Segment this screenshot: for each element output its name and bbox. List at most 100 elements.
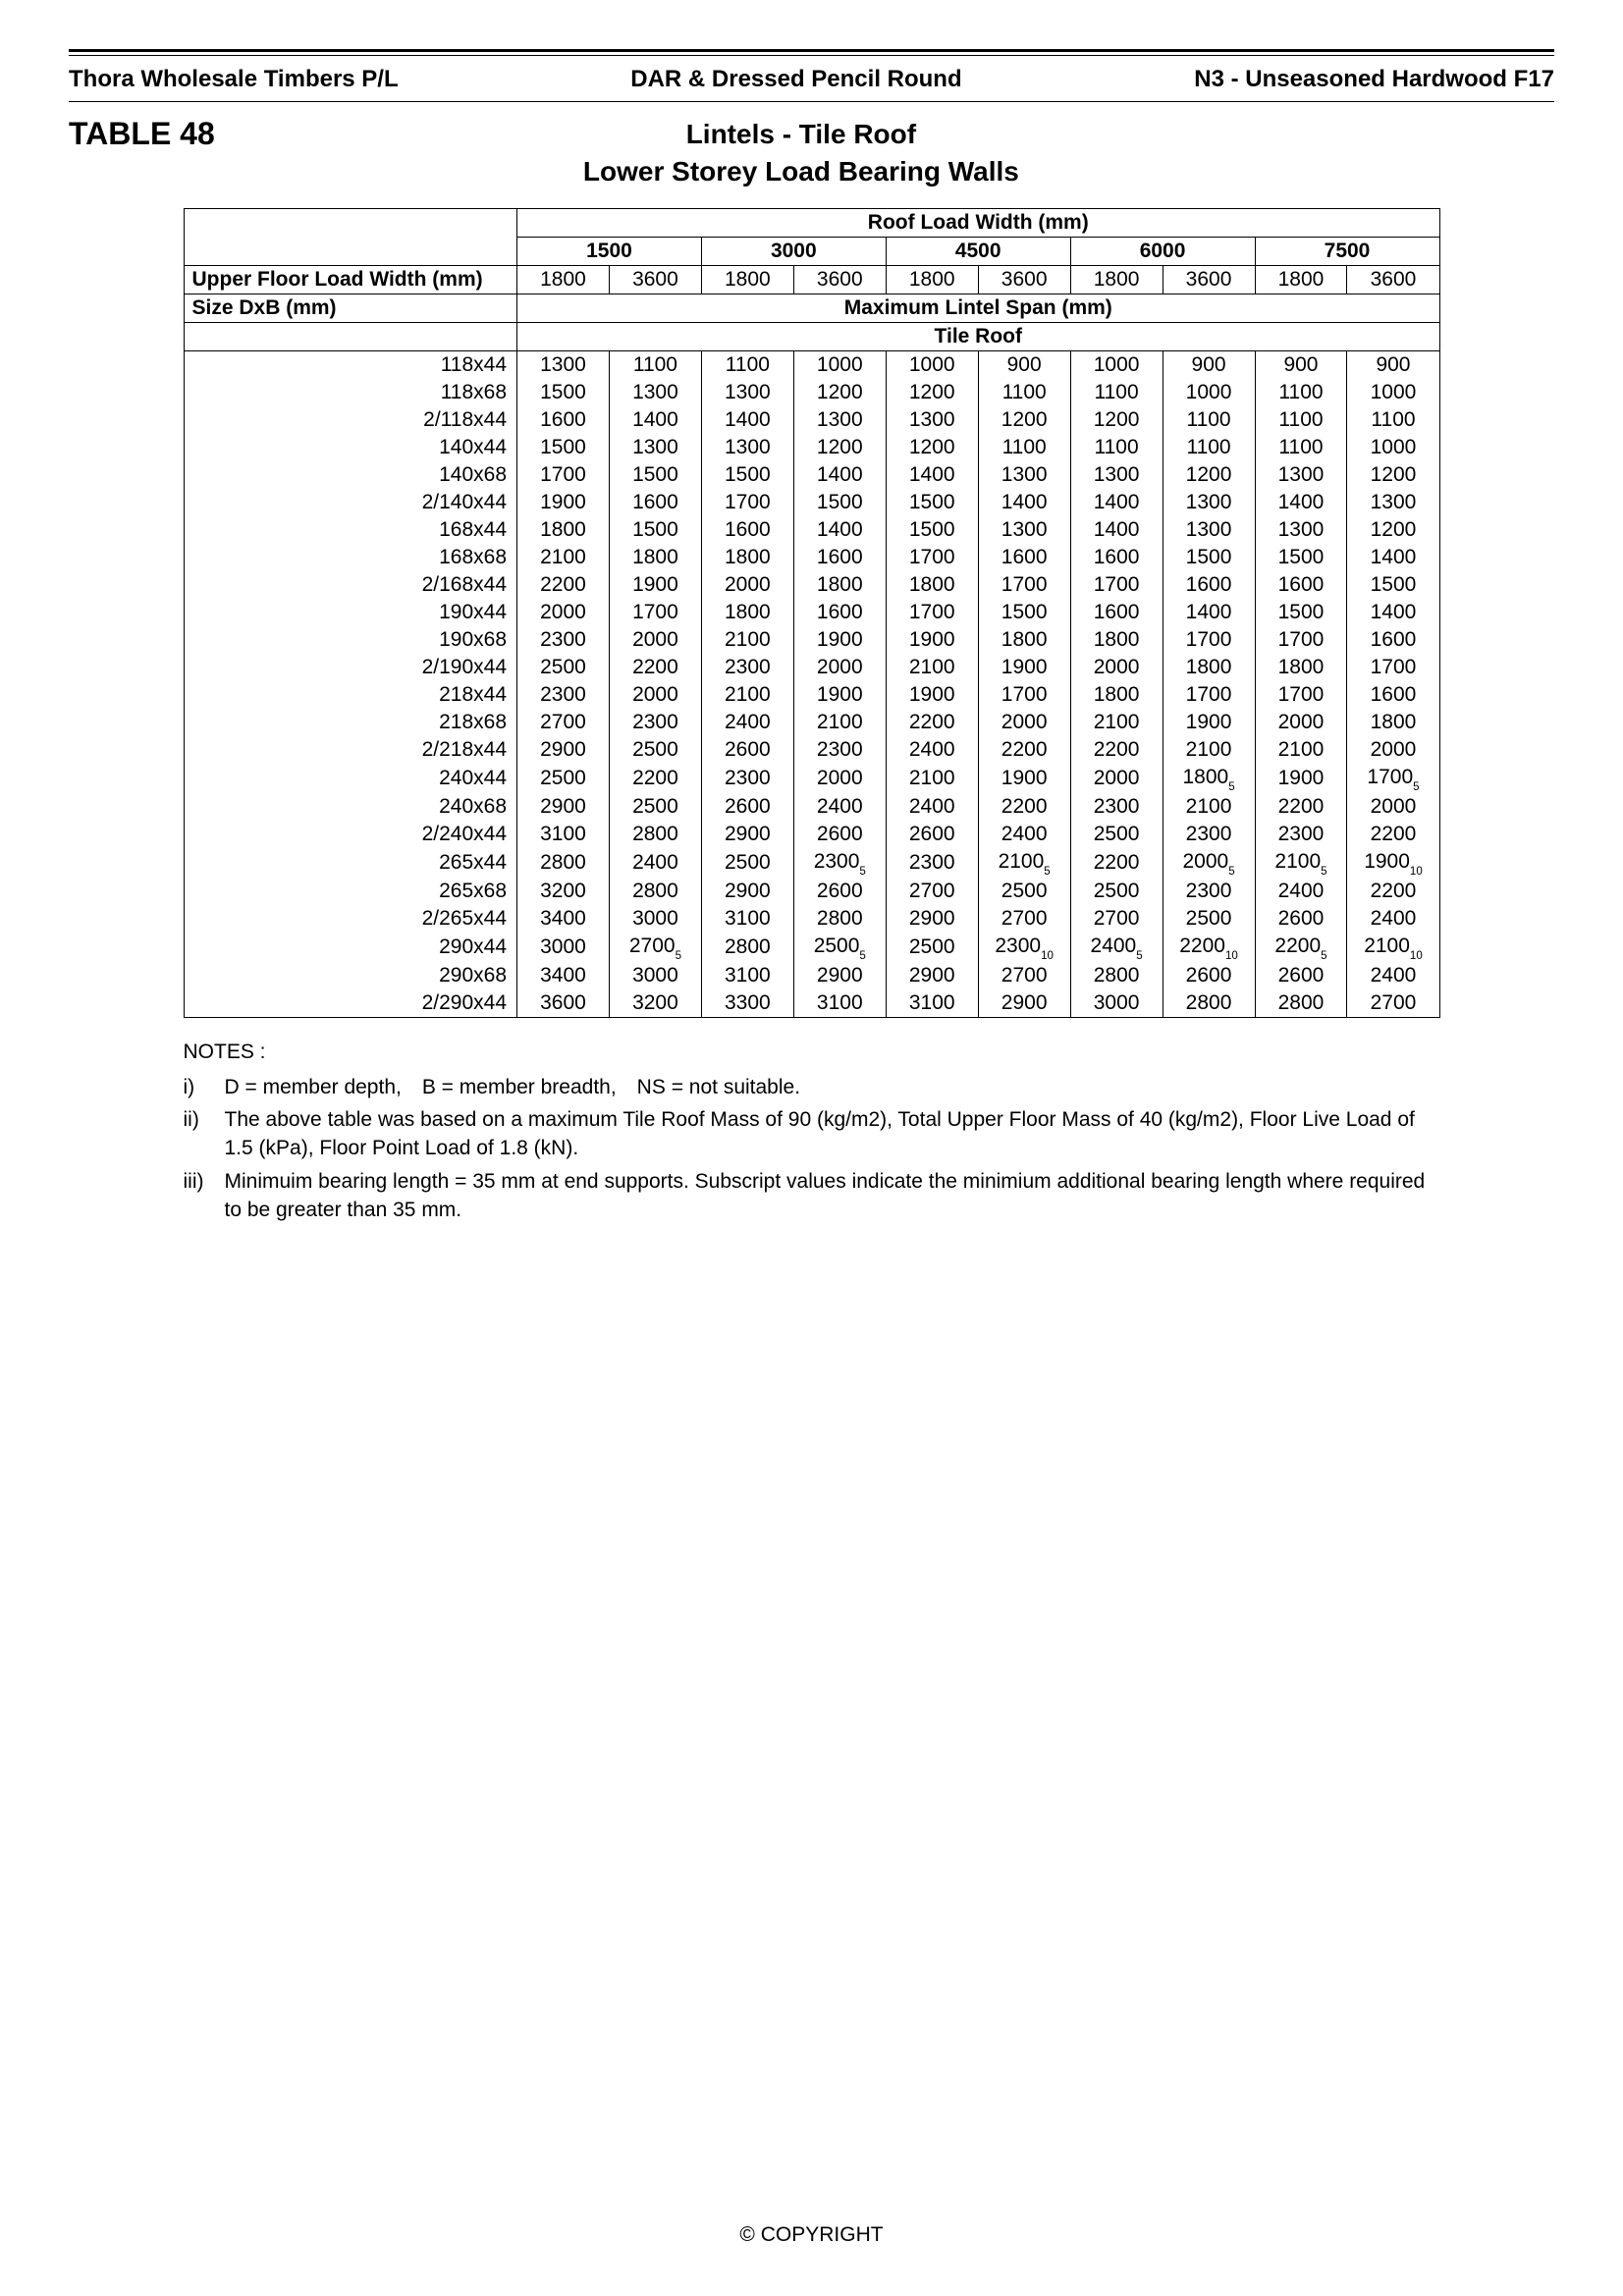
max-lintel-span-header: Maximum Lintel Span (mm): [517, 294, 1439, 322]
table-row: 240x682900250026002400240022002300210022…: [184, 793, 1439, 821]
data-cell: 2200: [1347, 821, 1439, 848]
data-cell: 2300: [886, 848, 978, 878]
size-cell: 2/240x44: [184, 821, 517, 848]
header-rule: [69, 101, 1554, 102]
table-row: 2/118x4416001400140013001300120012001100…: [184, 406, 1439, 434]
upper-floor-load-width-value: 1800: [1255, 265, 1347, 294]
roof-load-width-value: 6000: [1070, 237, 1255, 265]
size-cell: 240x68: [184, 793, 517, 821]
data-cell: 2100: [1255, 736, 1347, 764]
data-cell: 2000: [1070, 654, 1163, 681]
data-cell: 1400: [1070, 489, 1163, 516]
data-cell: 1700: [701, 489, 793, 516]
blank2: [184, 322, 517, 350]
data-cell: 190010: [1347, 848, 1439, 878]
header-right: N3 - Unseasoned Hardwood F17: [1194, 66, 1554, 93]
data-cell: 2400: [701, 709, 793, 736]
data-cell: 1500: [609, 461, 701, 489]
header-left: Thora Wholesale Timbers P/L: [69, 66, 399, 93]
data-cell: 1600: [1070, 599, 1163, 626]
data-cell: 2800: [793, 905, 886, 933]
table-row: 118x441300110011001000100090010009009009…: [184, 350, 1439, 379]
data-cell: 2500: [1163, 905, 1255, 933]
title-center: Lintels - Tile Roof Lower Storey Load Be…: [215, 116, 1387, 190]
data-cell: 2400: [1347, 962, 1439, 989]
data-cell: 1100: [701, 350, 793, 379]
data-cell: 3100: [517, 821, 610, 848]
table-row: 190x682300200021001900190018001800170017…: [184, 626, 1439, 654]
data-cell: 1100: [1255, 406, 1347, 434]
data-cell: 2700: [886, 878, 978, 905]
table-row: 190x442000170018001600170015001600140015…: [184, 599, 1439, 626]
data-cell: 1300: [1255, 516, 1347, 544]
roof-load-width-value: 3000: [701, 237, 886, 265]
data-cell: 1200: [793, 434, 886, 461]
data-cell: 1900: [793, 681, 886, 709]
top-rule: [69, 49, 1554, 56]
data-cell: 1900: [978, 654, 1070, 681]
tile-roof-header: Tile Roof: [517, 322, 1439, 350]
data-cell: 1700: [1070, 571, 1163, 599]
data-cell: 3000: [609, 962, 701, 989]
size-cell: 118x44: [184, 350, 517, 379]
data-cell: 900: [978, 350, 1070, 379]
data-cell: 1200: [1347, 461, 1439, 489]
data-cell: 2500: [609, 736, 701, 764]
data-cell: 2300: [1163, 821, 1255, 848]
data-cell: 2600: [1255, 905, 1347, 933]
data-cell: 2800: [609, 821, 701, 848]
upper-floor-load-width-value: 1800: [701, 265, 793, 294]
data-cell: 1700: [978, 681, 1070, 709]
data-cell: 1800: [609, 544, 701, 571]
note-text: Minimuim bearing length = 35 mm at end s…: [225, 1167, 1440, 1225]
data-cell: 1200: [793, 379, 886, 406]
roof-load-width-value: 4500: [886, 237, 1070, 265]
data-cell: 2900: [517, 736, 610, 764]
data-cell: 2500: [517, 654, 610, 681]
data-cell: 1600: [701, 516, 793, 544]
data-cell: 1400: [609, 406, 701, 434]
table-number: TABLE 48: [69, 116, 215, 152]
size-cell: 168x44: [184, 516, 517, 544]
data-cell: 1000: [1347, 434, 1439, 461]
data-cell: 1500: [793, 489, 886, 516]
size-cell: 240x44: [184, 764, 517, 793]
size-cell: 290x44: [184, 933, 517, 962]
data-cell: 1700: [1255, 681, 1347, 709]
upper-floor-load-width-value: 1800: [886, 265, 978, 294]
data-cell: 2500: [978, 878, 1070, 905]
note-number: i): [184, 1073, 225, 1101]
data-cell: 1900: [1163, 709, 1255, 736]
data-cell: 2400: [793, 793, 886, 821]
data-cell: 1000: [793, 350, 886, 379]
table-body: 118x441300110011001000100090010009009009…: [184, 350, 1439, 1018]
data-cell: 1500: [517, 434, 610, 461]
data-cell: 1500: [978, 599, 1070, 626]
data-cell: 2200: [517, 571, 610, 599]
data-cell: 2700: [1070, 905, 1163, 933]
table-row: 240x442500220023002000210019002000180051…: [184, 764, 1439, 793]
data-cell: 2000: [1347, 793, 1439, 821]
data-cell: 2900: [793, 962, 886, 989]
table-head: Roof Load Width (mm) 1500300045006000750…: [184, 208, 1439, 350]
data-cell: 2300: [517, 681, 610, 709]
upper-floor-load-width-value: 1800: [517, 265, 610, 294]
blank-corner: [184, 208, 517, 237]
data-cell: 2400: [1255, 878, 1347, 905]
data-cell: 1300: [609, 379, 701, 406]
data-cell: 2700: [978, 962, 1070, 989]
size-cell: 2/190x44: [184, 654, 517, 681]
table-row: 2/290x4436003200330031003100290030002800…: [184, 989, 1439, 1018]
data-cell: 1400: [886, 461, 978, 489]
table-row: 265x442800240025002300523002100522002000…: [184, 848, 1439, 878]
data-cell: 2000: [1255, 709, 1347, 736]
upper-floor-load-width-value: 3600: [1163, 265, 1255, 294]
data-cell: 1800: [701, 599, 793, 626]
data-cell: 1300: [1070, 461, 1163, 489]
note-text: The above table was based on a maximum T…: [225, 1105, 1440, 1163]
data-cell: 1300: [1163, 516, 1255, 544]
data-cell: 18005: [1163, 764, 1255, 793]
data-cell: 2400: [978, 821, 1070, 848]
data-cell: 2200: [1347, 878, 1439, 905]
size-cell: 218x68: [184, 709, 517, 736]
